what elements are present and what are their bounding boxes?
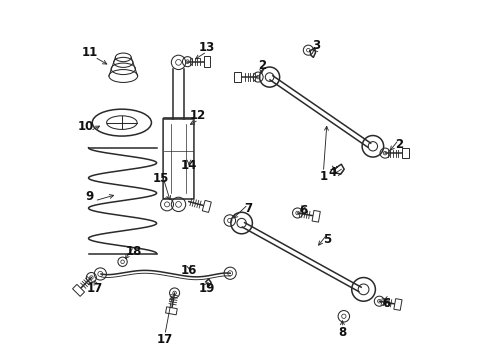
FancyBboxPatch shape (163, 118, 194, 199)
Text: 16: 16 (181, 264, 197, 277)
Text: 1: 1 (319, 170, 327, 183)
Text: 5: 5 (322, 233, 330, 246)
Text: 8: 8 (338, 326, 346, 339)
Text: 17: 17 (157, 333, 173, 346)
Text: 18: 18 (125, 244, 142, 257)
Polygon shape (72, 284, 84, 296)
Text: 3: 3 (311, 39, 320, 52)
Text: 9: 9 (85, 190, 94, 203)
Polygon shape (311, 210, 320, 222)
Polygon shape (165, 307, 177, 315)
Polygon shape (233, 72, 241, 82)
Text: 7: 7 (244, 202, 252, 215)
Text: 2: 2 (257, 59, 265, 72)
Text: 12: 12 (189, 109, 205, 122)
Polygon shape (393, 299, 401, 310)
Text: 14: 14 (181, 159, 197, 172)
Text: 15: 15 (153, 172, 169, 185)
Polygon shape (203, 56, 210, 67)
Text: 6: 6 (299, 204, 307, 217)
Text: 17: 17 (87, 282, 103, 295)
Text: 2: 2 (394, 138, 402, 150)
Text: 10: 10 (78, 120, 94, 133)
Polygon shape (202, 201, 211, 212)
Text: 19: 19 (199, 282, 215, 295)
Polygon shape (402, 148, 408, 158)
Text: 11: 11 (81, 46, 98, 59)
Text: 13: 13 (198, 41, 215, 54)
Text: 6: 6 (381, 297, 389, 310)
Text: 4: 4 (327, 166, 336, 179)
